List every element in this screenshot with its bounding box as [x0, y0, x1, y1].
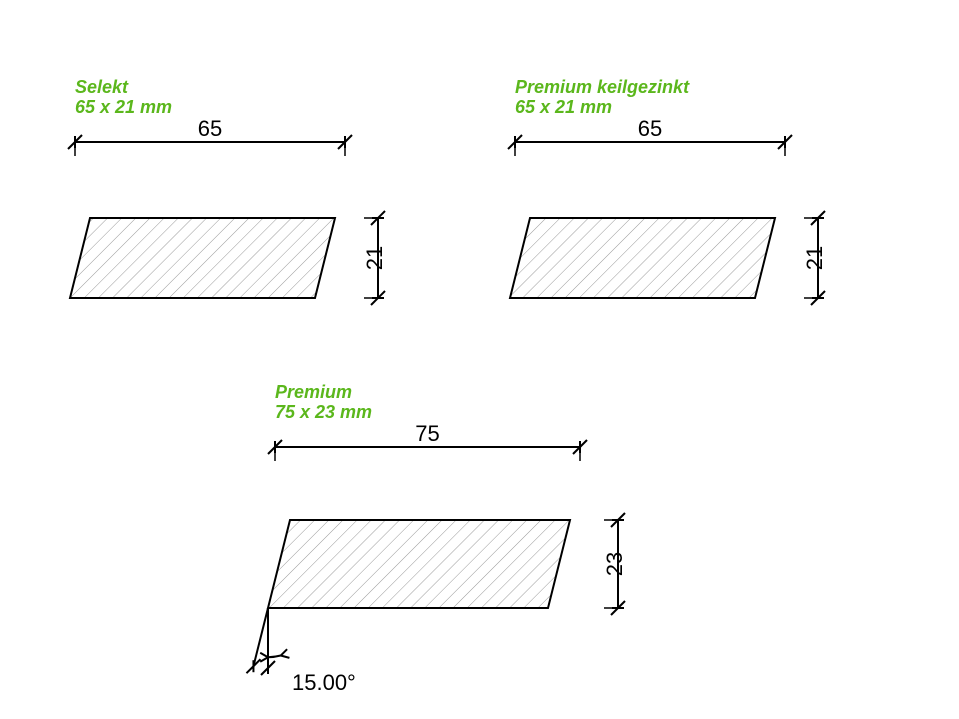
premium-keilgezinkt-subtitle: 65 x 21 mm	[515, 97, 612, 117]
angle-dimension: 15.00°	[292, 670, 356, 695]
height-dimension: 21	[362, 246, 387, 270]
selekt-title: Selekt	[75, 77, 129, 97]
premium-keilgezinkt-title: Premium keilgezinkt	[515, 77, 690, 97]
premium-profile-shape	[268, 520, 570, 608]
selekt-profile-shape	[70, 218, 335, 298]
angle-arc	[268, 656, 281, 658]
premium-subtitle: 75 x 23 mm	[275, 402, 372, 422]
premium-keilgezinkt-profile-shape	[510, 218, 775, 298]
width-dimension: 65	[638, 116, 662, 141]
selekt-subtitle: 65 x 21 mm	[75, 97, 172, 117]
height-dimension: 23	[602, 552, 627, 576]
width-dimension: 65	[198, 116, 222, 141]
width-dimension: 75	[415, 421, 439, 446]
premium-title: Premium	[275, 382, 352, 402]
height-dimension: 21	[802, 246, 827, 270]
